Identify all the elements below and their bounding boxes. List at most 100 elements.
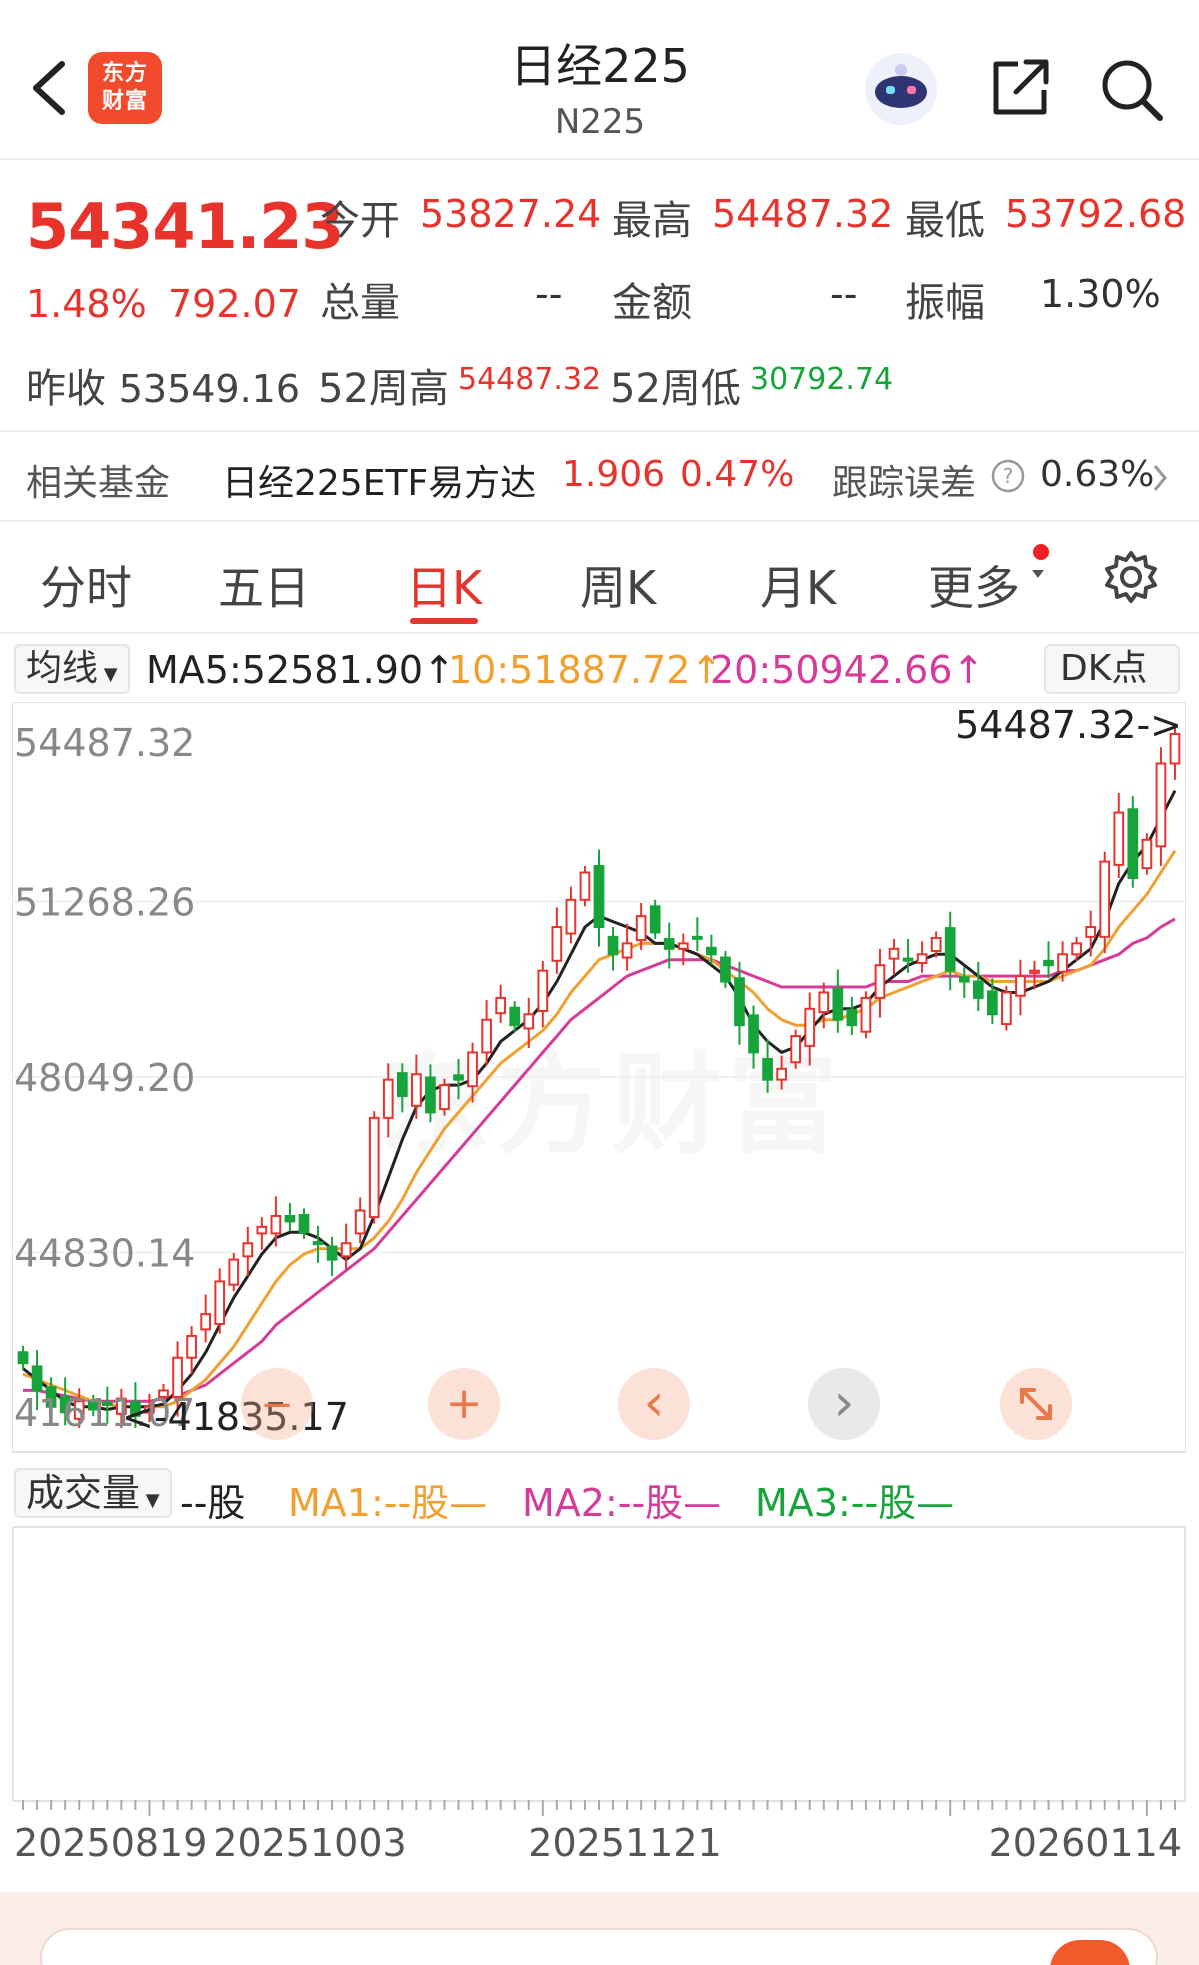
- date-axis: 20250819 20251003 20251121 20260114: [14, 1800, 1182, 1865]
- assistant-button[interactable]: [1050, 1940, 1130, 1965]
- tab-monthly-k[interactable]: 月K: [760, 561, 837, 615]
- top-bar: 东方 财富 日经225 N225: [0, 0, 1199, 160]
- candle: [200, 1294, 212, 1343]
- candle: [930, 931, 942, 958]
- ma-indicator-row: 均线 ▼ MA5:52581.90↑ 10:51887.72↑ 20:50942…: [0, 642, 1199, 698]
- candle: [1127, 796, 1139, 888]
- candle: [1099, 851, 1111, 954]
- volume-selector[interactable]: 成交量 ▼: [14, 1468, 172, 1518]
- tracking-error-label: 跟踪误差: [832, 463, 977, 504]
- tab-intraday[interactable]: 分时: [40, 561, 132, 615]
- kline-chart[interactable]: 54487.32 51268.26 48049.20 44830.14 41611.07…: [12, 702, 1186, 1454]
- wk52-high-value: 54487.32: [458, 362, 602, 397]
- candle: [242, 1226, 254, 1276]
- volume-label: 总量: [320, 280, 400, 326]
- candle: [368, 1111, 380, 1224]
- change-percent: 1.48%: [26, 282, 147, 326]
- candle: [425, 1064, 436, 1123]
- related-fund-row[interactable]: 相关基金 日经225ETF易方达 1.906 0.47% 跟踪误差 ? 0.63…: [0, 432, 1199, 522]
- volume-chart[interactable]: [12, 1526, 1186, 1802]
- candle: [551, 907, 563, 974]
- candle: [340, 1223, 352, 1270]
- date-axis-labels: 20250819 20251003 20251121 20260114: [14, 1821, 1182, 1865]
- candle: [382, 1063, 394, 1138]
- share-icon[interactable]: [988, 56, 1052, 120]
- candle: [523, 997, 535, 1049]
- assistant-robot-icon[interactable]: [862, 50, 940, 128]
- candle: [270, 1196, 282, 1247]
- back-icon[interactable]: [26, 58, 76, 118]
- candle: [677, 933, 689, 966]
- app-logo[interactable]: 东方 财富: [88, 52, 162, 124]
- candle: [846, 996, 858, 1035]
- open-value: 53827.24: [420, 192, 602, 236]
- candle: [649, 899, 661, 940]
- candle: [228, 1253, 240, 1292]
- candle: [284, 1202, 296, 1232]
- next-button[interactable]: ›: [808, 1368, 880, 1440]
- tab-five-day[interactable]: 五日: [218, 561, 310, 615]
- candle: [860, 991, 872, 1039]
- wk52-high-label: 52周高: [318, 366, 449, 412]
- candle: [748, 1005, 759, 1069]
- candle: [73, 1388, 85, 1428]
- candle: [396, 1063, 408, 1113]
- x-tick-label: 20250819: [14, 1821, 207, 1865]
- amplitude-label: 振幅: [905, 280, 985, 326]
- candle: [87, 1394, 99, 1417]
- volume-value: --: [535, 272, 563, 316]
- wk52-low-label: 52周低: [610, 366, 741, 412]
- candle: [186, 1326, 197, 1375]
- ma-selector[interactable]: 均线 ▼: [14, 644, 130, 694]
- date-axis-ticks: [22, 1800, 1176, 1816]
- candle: [31, 1350, 43, 1411]
- candle: [45, 1377, 57, 1424]
- prev-close: 昨收 53549.16: [26, 356, 300, 414]
- candle: [172, 1341, 183, 1417]
- title-block: 日经225 N225: [400, 30, 800, 142]
- bottom-input[interactable]: [40, 1928, 1158, 1965]
- volume-ma3: MA3:--股—: [755, 1481, 955, 1525]
- candle: [130, 1382, 141, 1428]
- candle: [59, 1377, 71, 1426]
- high-value: 54487.32: [712, 192, 894, 236]
- ma20-line: [23, 917, 1176, 1403]
- dk-point-button[interactable]: DK点: [1044, 644, 1180, 694]
- gear-icon[interactable]: [1102, 548, 1160, 606]
- candle: [1155, 747, 1167, 866]
- amplitude-value: 1.30%: [1040, 272, 1161, 316]
- y-axis-ticks: 54487.32 51268.26 48049.20 44830.14 41611.07: [14, 721, 195, 1435]
- quote-panel: 54341.23 1.48% 792.07 今开 53827.24 最高 544…: [0, 160, 1199, 432]
- zoom-in-button[interactable]: +: [428, 1368, 500, 1440]
- ma-selector-label: 均线: [26, 648, 99, 689]
- tab-daily-k[interactable]: 日K: [406, 561, 483, 615]
- x-tick-label: 20260114: [989, 1821, 1182, 1865]
- prev-button[interactable]: ‹: [618, 1368, 690, 1440]
- notification-dot: [1033, 544, 1049, 560]
- fullscreen-button[interactable]: [1000, 1368, 1072, 1440]
- candle: [607, 927, 619, 971]
- x-tick-label: 20251003: [213, 1821, 406, 1865]
- amount-label: 金额: [612, 280, 692, 326]
- candle: [509, 1001, 521, 1032]
- candle: [944, 911, 956, 991]
- y-tick-label: 41611.07: [14, 1391, 195, 1435]
- change-value: 792.07: [168, 282, 301, 326]
- candle: [986, 978, 998, 1025]
- help-icon[interactable]: ?: [990, 458, 1026, 494]
- zoom-out-icon: −: [260, 1382, 294, 1428]
- candle: [453, 1058, 464, 1100]
- tab-weekly-k[interactable]: 周K: [580, 561, 657, 615]
- expand-icon: [1020, 1388, 1052, 1420]
- candle: [116, 1388, 127, 1428]
- candle: [734, 961, 745, 1045]
- tab-more[interactable]: 更多: [928, 561, 1020, 615]
- chevron-right-icon: [1153, 465, 1167, 491]
- candle: [17, 1345, 29, 1370]
- candle: [762, 1039, 773, 1093]
- zoom-out-button[interactable]: −: [241, 1368, 313, 1440]
- zoom-in-icon: +: [446, 1378, 483, 1429]
- candle: [818, 982, 830, 1029]
- volume-ma1: MA1:--股—: [288, 1481, 488, 1525]
- search-icon[interactable]: [1098, 56, 1164, 122]
